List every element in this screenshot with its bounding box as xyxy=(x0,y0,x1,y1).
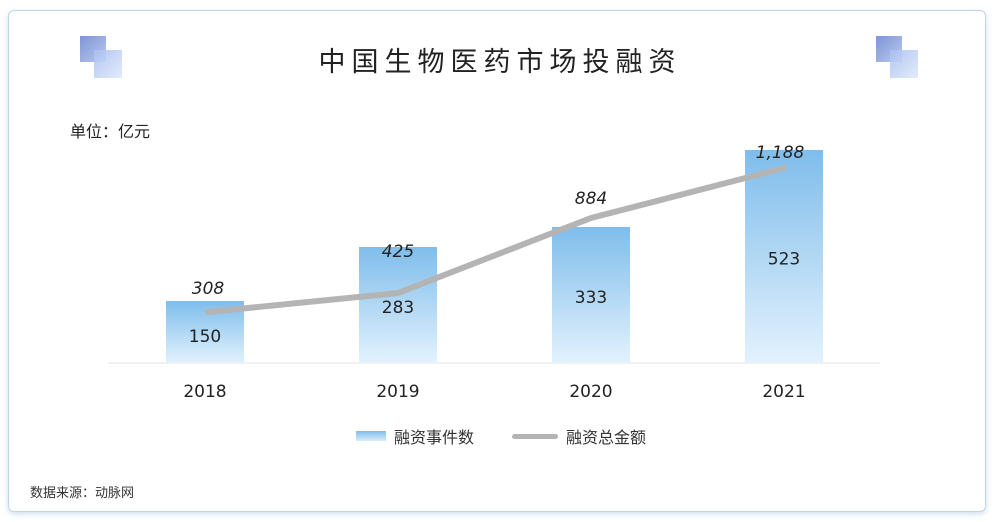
line-series-amount xyxy=(205,165,787,315)
bar-2020 xyxy=(552,227,630,363)
line-value-label: 308 xyxy=(192,279,225,299)
bar-value-label: 283 xyxy=(382,298,414,318)
source-note: 数据来源：动脉网 xyxy=(30,486,135,501)
legend-item-events: 融资事件数 xyxy=(356,424,474,448)
line-value-label: 884 xyxy=(575,189,607,209)
legend: 融资事件数 融资总金额 xyxy=(0,424,1000,448)
decorative-squares-left xyxy=(80,36,124,80)
bar-value-label: 150 xyxy=(189,327,221,347)
legend-label-amount: 融资总金额 xyxy=(566,428,647,447)
decorative-squares-right xyxy=(876,36,920,80)
unit-label: 单位：亿元 xyxy=(70,122,151,141)
legend-bar-swatch xyxy=(356,431,386,441)
legend-label-events: 融资事件数 xyxy=(394,428,475,447)
bar-value-label: 333 xyxy=(575,288,607,308)
chart-title: 中国生物医药市场投融资 xyxy=(318,47,682,78)
x-tick-label: 2020 xyxy=(569,382,612,402)
line-value-label: 1,188 xyxy=(756,143,805,163)
legend-line-swatch xyxy=(512,433,558,439)
bar-2021 xyxy=(745,150,823,363)
legend-item-amount: 融资总金额 xyxy=(512,424,646,448)
x-tick-label: 2018 xyxy=(183,382,226,402)
line-value-label: 425 xyxy=(382,242,414,262)
x-tick-label: 2021 xyxy=(762,382,805,402)
x-tick-label: 2019 xyxy=(376,382,419,402)
bar-2019 xyxy=(359,247,437,363)
bar-value-label: 523 xyxy=(768,250,800,270)
